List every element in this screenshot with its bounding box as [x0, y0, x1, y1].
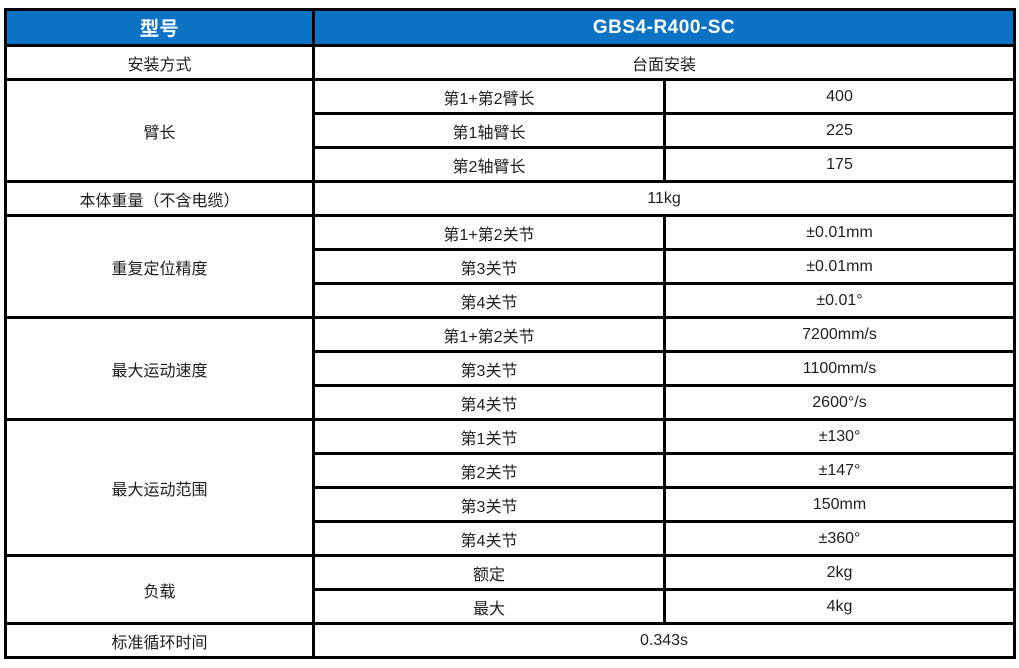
- spec-row-range-4: 第4关节 ±360°: [6, 520, 1016, 557]
- spec-sub-label: 第4关节: [312, 282, 666, 319]
- spec-table: 型号 GBS4-R400-SC 安装方式 台面安装 臂长 第1+第2臂长 400…: [4, 8, 1016, 659]
- spec-sub-label: 第1轴臂长: [312, 112, 666, 149]
- spec-value-mount: 台面安装: [312, 44, 1016, 81]
- spec-sub-label: 第2关节: [312, 452, 666, 489]
- spec-label-range: 最大运动范围: [4, 418, 315, 557]
- spec-row-precision-1: 重复定位精度 第1+第2关节 ±0.01mm: [4, 214, 1016, 319]
- spec-value: ±360°: [663, 520, 1016, 557]
- spec-label-payload: 负载: [4, 554, 315, 625]
- spec-row-range-2: 第2关节 ±147°: [6, 452, 1016, 489]
- spec-sub-label: 第3关节: [312, 350, 666, 387]
- spec-value: ±147°: [663, 452, 1016, 489]
- spec-sub-label: 额定: [312, 554, 666, 591]
- spec-row-speed-3: 第4关节 2600°/s: [6, 384, 1016, 421]
- spec-sub-label: 第4关节: [312, 520, 666, 557]
- spec-value: 7200mm/s: [663, 316, 1016, 353]
- spec-value: 175: [663, 146, 1016, 183]
- header-row: 型号 GBS4-R400-SC: [4, 8, 1016, 47]
- spec-value: ±0.01mm: [663, 248, 1016, 285]
- spec-sub-label: 第1+第2关节: [312, 316, 666, 353]
- model-header-label: 型号: [4, 8, 315, 47]
- spec-sub-label: 最大: [312, 588, 666, 625]
- spec-sub-label: 第1+第2臂长: [312, 78, 666, 115]
- spec-row-range-1: 最大运动范围 第1关节 ±130°: [4, 418, 1016, 557]
- spec-label-arm: 臂长: [4, 78, 315, 183]
- spec-value: ±130°: [663, 418, 1016, 455]
- spec-label-cycle: 标准循环时间: [4, 622, 315, 659]
- spec-row-speed-1: 最大运动速度 第1+第2关节 7200mm/s: [4, 316, 1016, 421]
- spec-sub-label: 第2轴臂长: [312, 146, 666, 183]
- spec-value-cycle: 0.343s: [312, 622, 1016, 659]
- spec-row-cycle: 标准循环时间 0.343s: [4, 622, 1016, 659]
- spec-value: 2kg: [663, 554, 1016, 591]
- spec-value: 400: [663, 78, 1016, 115]
- spec-sub-label: 第1+第2关节: [312, 214, 666, 251]
- spec-row-arm-1: 臂长 第1+第2臂长 400: [4, 78, 1016, 183]
- spec-row-precision-3: 第4关节 ±0.01°: [6, 282, 1016, 319]
- spec-label-speed: 最大运动速度: [4, 316, 315, 421]
- spec-row-payload-2: 最大 4kg: [6, 588, 1016, 625]
- spec-row-arm-2: 第1轴臂长 225: [6, 112, 1016, 149]
- spec-label-mount: 安装方式: [4, 44, 315, 81]
- spec-row-range-3: 第3关节 150mm: [6, 486, 1016, 523]
- spec-row-mount: 安装方式 台面安装: [4, 44, 1016, 81]
- spec-value: 2600°/s: [663, 384, 1016, 421]
- spec-sub-label: 第4关节: [312, 384, 666, 421]
- spec-value: 4kg: [663, 588, 1016, 625]
- spec-value: 1100mm/s: [663, 350, 1016, 387]
- spec-row-speed-2: 第3关节 1100mm/s: [6, 350, 1016, 387]
- spec-label-precision: 重复定位精度: [4, 214, 315, 319]
- spec-sub-label: 第1关节: [312, 418, 666, 455]
- spec-sub-label: 第3关节: [312, 248, 666, 285]
- spec-label-weight: 本体重量（不含电缆）: [4, 180, 315, 217]
- spec-sub-label: 第3关节: [312, 486, 666, 523]
- spec-row-weight: 本体重量（不含电缆） 11kg: [4, 180, 1016, 217]
- spec-row-precision-2: 第3关节 ±0.01mm: [6, 248, 1016, 285]
- spec-row-arm-3: 第2轴臂长 175: [6, 146, 1016, 183]
- spec-value: 150mm: [663, 486, 1016, 523]
- model-header-value: GBS4-R400-SC: [312, 8, 1016, 47]
- spec-value-weight: 11kg: [312, 180, 1016, 217]
- spec-value: ±0.01°: [663, 282, 1016, 319]
- spec-value: ±0.01mm: [663, 214, 1016, 251]
- spec-row-payload-1: 负载 额定 2kg: [4, 554, 1016, 625]
- spec-value: 225: [663, 112, 1016, 149]
